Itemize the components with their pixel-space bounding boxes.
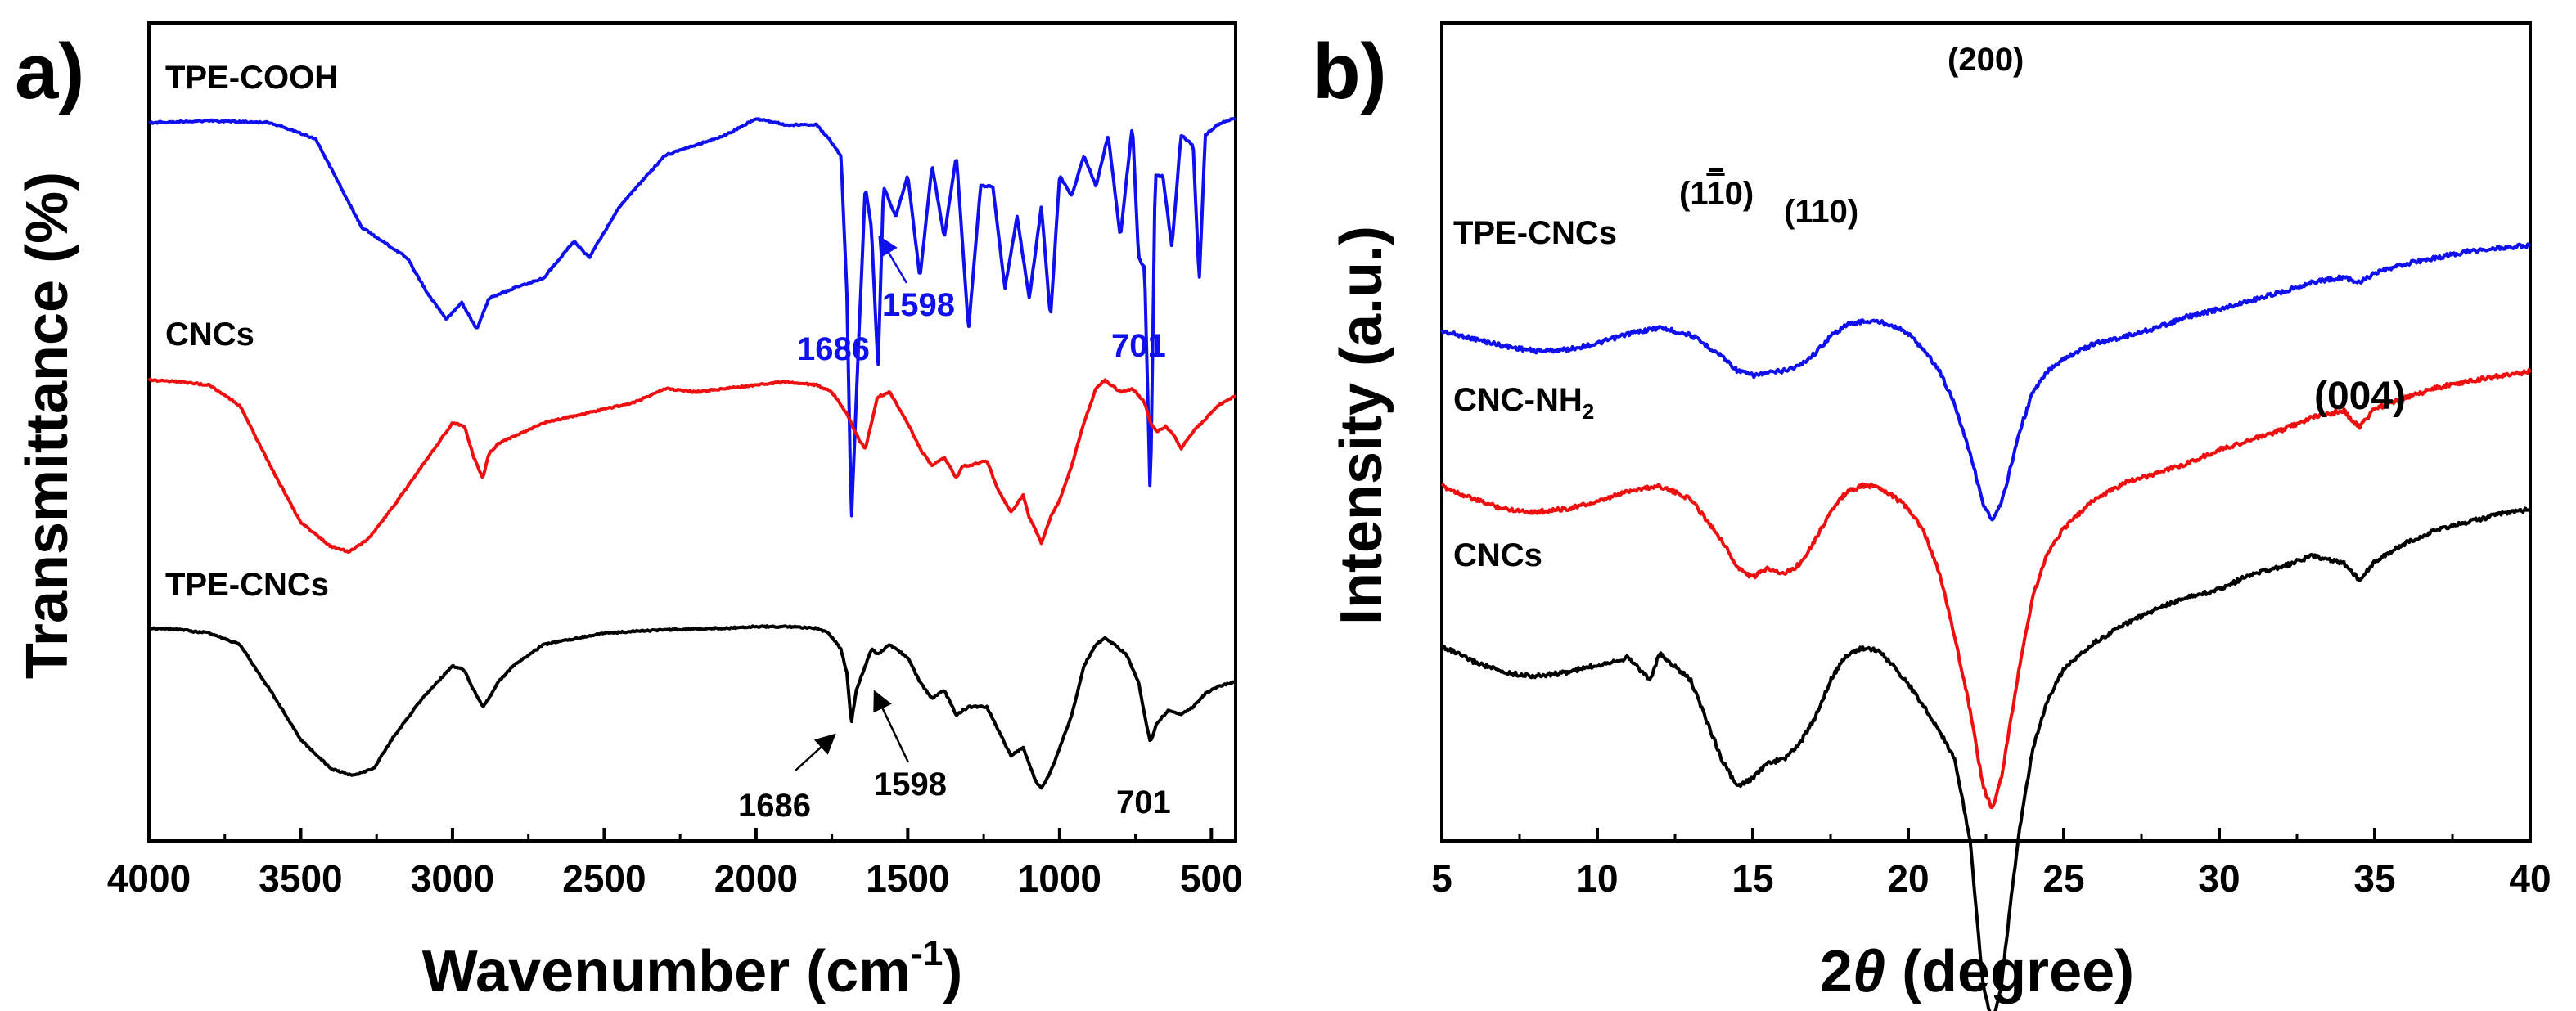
panel-b-ticks: 5 10 15 20 25 30 35 40 [1431,828,2551,900]
panel-b-frame [1440,21,2532,842]
panel-a: a) Transmittance (%) 4000 3500 3000 2500 200… [15,21,1243,1004]
legend-tpe-cncs-xrd-label: TPE-CNCs [1453,215,1617,251]
panel-b-label: b) [1313,28,1387,115]
ftir-xtick-label-2000: 2000 [714,857,798,900]
peak-label-1-10: (110) [1679,176,1754,212]
xrd-xtick-label-25: 25 [2042,857,2084,900]
panel-a-label: a) [15,28,84,115]
xrd-series-cncs [1440,506,2532,1011]
ftir-series-tpe-cncs [147,624,1236,790]
ftir-xtick-label-3000: 3000 [411,857,494,900]
panel-b-xlabel: 2θ (degree) [1820,939,2134,1004]
ftir-xtick-label-500: 500 [1180,857,1243,900]
ftir-xtick-label-1500: 1500 [866,857,949,900]
ftir-xtick-label-1000: 1000 [1018,857,1101,900]
ftir-series-cncs [147,377,1236,554]
peak-label-004: (004) [2314,375,2406,418]
panel-a-ylabel: Transmittance (%) [15,172,80,679]
legend-tpe-cooh-label: TPE-COOH [165,60,338,96]
panel-a-xlabel: Wavenumber (cm-1) [422,933,963,1004]
xrd-xtick-label-10: 10 [1576,857,1618,900]
panel-a-ticks: 4000 3500 3000 2500 2000 1500 1000 500 [107,828,1243,900]
panel-b: b) Intensity (a.u.) 5 10 15 20 25 30 35 40 2θ (… [1313,21,2551,1011]
peak-label-200: (200) [1948,42,2024,78]
xrd-xtick-label-20: 20 [1887,857,1929,900]
legend-tpe-cncs-label: TPE-CNCs [165,567,329,603]
xrd-xtick-label-35: 35 [2353,857,2395,900]
panel-a-series [147,116,1237,790]
annotation-1686-black-arrow [795,733,836,771]
annotation-1598-black: 1598 [874,766,947,802]
ftir-xtick-label-4000: 4000 [107,857,191,900]
legend-cncs-label: CNCs [165,317,254,353]
legend-cncs-xrd-label: CNCs [1453,537,1542,573]
ftir-series-tpe-cooh [148,116,1237,518]
xrd-xtick-label-5: 5 [1431,857,1452,900]
xrd-series-cnc-nh [1440,367,2532,810]
panel-b-series [1440,242,2532,1011]
annotation-1598-blue: 1598 [882,287,955,323]
xrd-xtick-label-30: 30 [2198,857,2240,900]
annotation-1686-black: 1686 [738,788,811,824]
annotation-1598-blue-arrow [878,235,908,284]
legend-cnc-nh2-label: CNC-NH2 [1453,382,1594,424]
annotation-1598-black-arrow [873,690,910,763]
panel-a-frame [147,21,1237,842]
annotation-701-black: 701 [1116,784,1171,820]
annotation-701-blue: 701 [1111,328,1166,364]
peak-label-110: (110) [1784,194,1858,230]
annotation-1686-blue: 1686 [797,331,870,367]
xrd-xtick-label-40: 40 [2509,857,2551,900]
panel-b-ylabel: Intensity (a.u.) [1329,226,1394,625]
xrd-xtick-label-15: 15 [1732,857,1773,900]
ftir-xtick-label-2500: 2500 [562,857,646,900]
xrd-series-tpe-cncs [1440,242,2532,522]
ftir-xtick-label-3500: 3500 [259,857,342,900]
